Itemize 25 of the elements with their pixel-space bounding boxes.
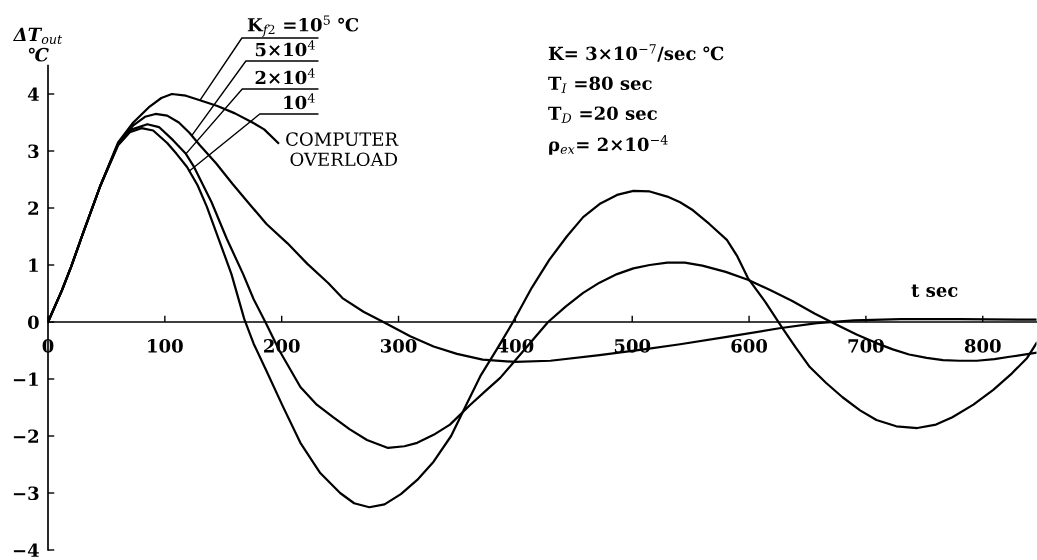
y-tick-label: −1 — [13, 372, 38, 386]
y-tick-label: −4 — [13, 543, 39, 557]
x-tick-label: 700 — [848, 338, 884, 353]
y-tick-label: 3 — [28, 144, 39, 159]
text: 2×10$^{4}$ — [255, 68, 315, 85]
x-tick-label: 800 — [964, 338, 1001, 353]
y-tick-label: 2 — [28, 201, 39, 215]
y-tick-label: −3 — [13, 486, 39, 501]
x-tick-label: 100 — [148, 338, 183, 353]
x-axis-title: t sec — [911, 284, 958, 297]
text: K= 3×10$^{−7}$/sec ℃ — [548, 44, 724, 62]
y-tick-label: −2 — [13, 429, 39, 443]
text: 10$^{4}$ — [284, 93, 315, 110]
text: K$_{f2}$ =10$^{5}$ ℃ — [247, 15, 359, 37]
annotation: T$_{I}$ =80 sec — [548, 76, 652, 93]
x-tick-label: 300 — [380, 338, 417, 353]
y-tick-label: 4 — [27, 87, 39, 101]
annotation: COMPUTER OVERLOAD — [286, 132, 399, 167]
y-axis-title: ΔT$_{out}$ ℃ — [12, 27, 63, 62]
text: 5×10$^{4}$ — [255, 40, 315, 57]
annotation: ρ$_{ex}$= 2×10$^{−4}$ — [549, 135, 668, 155]
y-tick-label: 0 — [27, 315, 39, 330]
x-tick-label: 600 — [731, 338, 768, 353]
annotation: T$_{D}$ =20 sec — [548, 106, 657, 123]
y-tick-label: 1 — [29, 258, 38, 272]
